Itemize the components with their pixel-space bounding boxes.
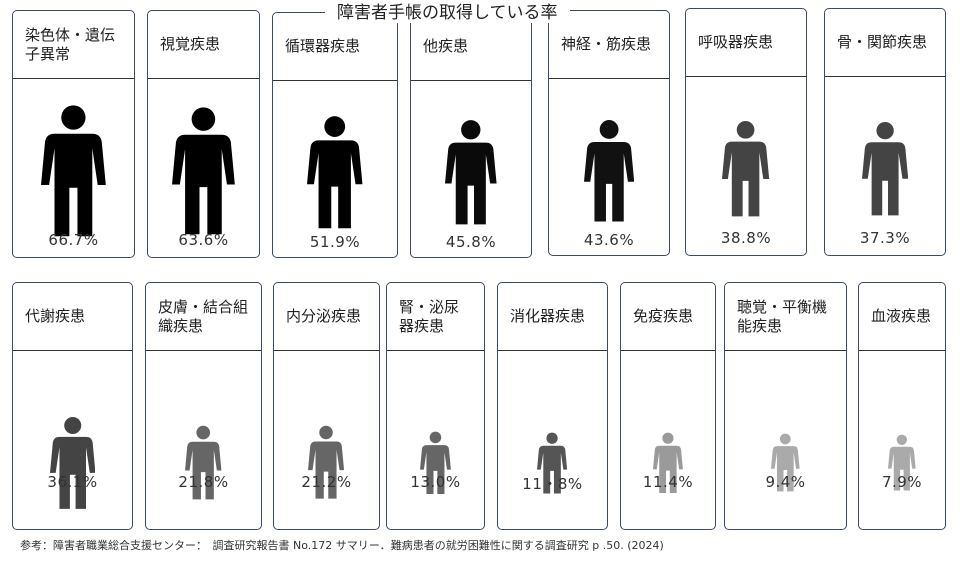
category-label: 呼吸器疾患 [686,9,806,77]
value-label: 13.0% [410,473,461,491]
value-label: 45.8% [445,233,497,251]
person-icon [411,119,531,227]
category-label: 他疾患 [411,13,531,81]
person-icon [148,106,259,237]
person-icon [498,432,607,495]
value-label: 51.9% [309,233,361,251]
category-label: 骨・関節疾患 [825,9,945,77]
category-label: 聴覚・平衡機能疾患 [725,283,846,351]
person-icon [549,119,669,224]
category-card: 聴覚・平衡機能疾患 9.4% [724,282,847,530]
person-icon [13,416,132,511]
value-label: 37.3% [859,229,911,247]
category-label: 循環器疾患 [273,13,397,81]
value-label: 11・8% [522,475,583,493]
chart-title: 障害者手帳の取得している率 [325,0,570,23]
value-label: 11.4% [642,473,694,491]
category-card: 腎・泌尿器疾患 13.0% [386,282,485,530]
category-label: 皮膚・結合組織疾患 [146,283,261,351]
category-label: 腎・泌尿器疾患 [387,283,484,351]
value-label: 21.2% [301,473,352,491]
value-label: 36.1% [47,473,98,491]
value-label: 38.8% [720,229,772,247]
category-card: 循環器疾患 51.9% [272,12,398,258]
person-icon [859,434,945,492]
value-label: 43.6% [583,231,635,249]
category-label: 血液疾患 [859,283,945,351]
category-label: 免疫疾患 [621,283,715,351]
footnote: 参考：障害者職業総合支援センター： 調査研究報告書 No.172 サマリー．難病… [20,539,664,552]
category-card: 他疾患 45.8% [410,12,532,258]
category-label: 代謝疾患 [13,283,132,351]
person-icon [621,432,715,494]
person-icon [146,425,261,501]
person-icon [686,120,806,218]
category-label: 視覚疾患 [148,11,259,79]
category-card: 皮膚・結合組織疾患 21.8% [145,282,262,530]
category-card: 呼吸器疾患 38.8% [685,8,807,256]
category-card: 代謝疾患 36.1% [12,282,133,530]
category-label: 神経・筋疾患 [549,11,669,79]
category-card: 骨・関節疾患 37.3% [824,8,946,256]
value-label: 9.4% [765,473,806,491]
category-card: 消化器疾患 11・8% [497,282,608,530]
person-icon [825,121,945,217]
category-card: 免疫疾患 11.4% [620,282,716,530]
value-label: 63.6% [178,231,229,249]
value-label: 66.7% [48,231,99,249]
category-label: 消化器疾患 [498,283,607,351]
person-icon [13,104,134,239]
category-card: 染色体・遺伝子異常 66.7% [12,10,135,258]
category-label: 内分泌疾患 [274,283,379,351]
category-card: 視覚疾患 63.6% [147,10,260,258]
value-label: 7.9% [881,473,923,491]
category-label: 染色体・遺伝子異常 [13,11,134,79]
person-icon [273,115,397,231]
category-card: 神経・筋疾患 43.6% [548,10,670,256]
category-card: 血液疾患 7.9% [858,282,946,530]
person-icon [387,431,484,495]
person-icon [725,433,846,493]
value-label: 21.8% [178,473,229,491]
person-icon [274,425,379,500]
category-card: 内分泌疾患 21.2% [273,282,380,530]
